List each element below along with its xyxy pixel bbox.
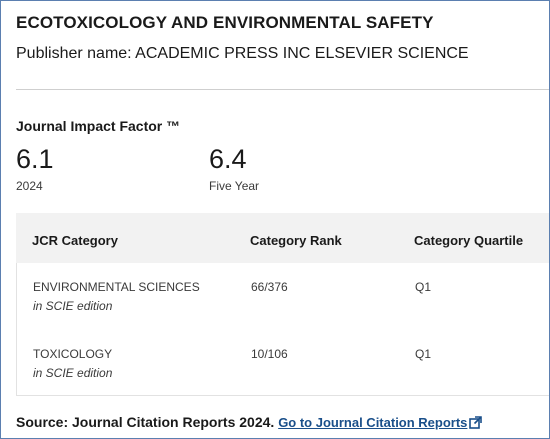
category-edition: in SCIE edition xyxy=(33,299,113,313)
journal-title: ECOTOXICOLOGY AND ENVIRONMENTAL SAFETY xyxy=(16,13,434,32)
category-name: TOXICOLOGY xyxy=(33,347,113,361)
jcr-link[interactable]: Go to Journal Citation Reports xyxy=(278,415,483,432)
category-quartile: Q1 xyxy=(415,280,432,294)
impact-factor-heading: Journal Impact Factor ™ xyxy=(16,118,181,134)
column-header-quartile: Category Quartile xyxy=(414,233,524,248)
external-link-icon[interactable] xyxy=(469,416,483,432)
category-rank: 66/376 xyxy=(251,280,288,294)
category-name: ENVIRONMENTAL SCIENCES xyxy=(33,280,200,294)
jcr-category-table: JCR Category Category Rank Category Quar… xyxy=(16,213,549,396)
impact-factor-2024: 6.1 2024 xyxy=(16,143,54,193)
column-header-rank: Category Rank xyxy=(250,233,342,248)
publisher-name: Publisher name: ACADEMIC PRESS INC ELSEV… xyxy=(16,45,469,62)
impact-factor-five-year: 6.4 Five Year xyxy=(209,143,259,193)
source-line: Source: Journal Citation Reports 2024. G… xyxy=(16,414,483,432)
metric-label: Five Year xyxy=(209,179,260,193)
metric-value: 6.1 xyxy=(16,144,54,174)
source-label: Source: Journal Citation Reports xyxy=(16,414,236,430)
category-rank: 10/106 xyxy=(251,347,288,361)
table-header: JCR Category Category Rank Category Quar… xyxy=(16,213,549,263)
source-year: 2024. xyxy=(239,414,275,430)
divider xyxy=(16,89,549,90)
column-header-category: JCR Category xyxy=(32,233,118,248)
metric-value: 6.4 xyxy=(209,144,247,174)
table-body: ENVIRONMENTAL SCIENCES in SCIE edition 6… xyxy=(16,263,549,396)
jcr-link-text[interactable]: Go to Journal Citation Reports xyxy=(278,415,468,430)
metric-label: 2024 xyxy=(16,179,43,193)
category-quartile: Q1 xyxy=(415,347,432,361)
category-edition: in SCIE edition xyxy=(33,366,113,380)
